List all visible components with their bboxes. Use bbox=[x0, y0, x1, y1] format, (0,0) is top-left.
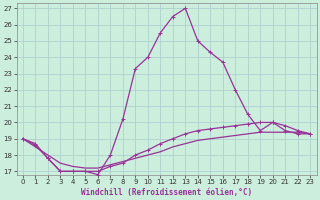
X-axis label: Windchill (Refroidissement éolien,°C): Windchill (Refroidissement éolien,°C) bbox=[81, 188, 252, 197]
